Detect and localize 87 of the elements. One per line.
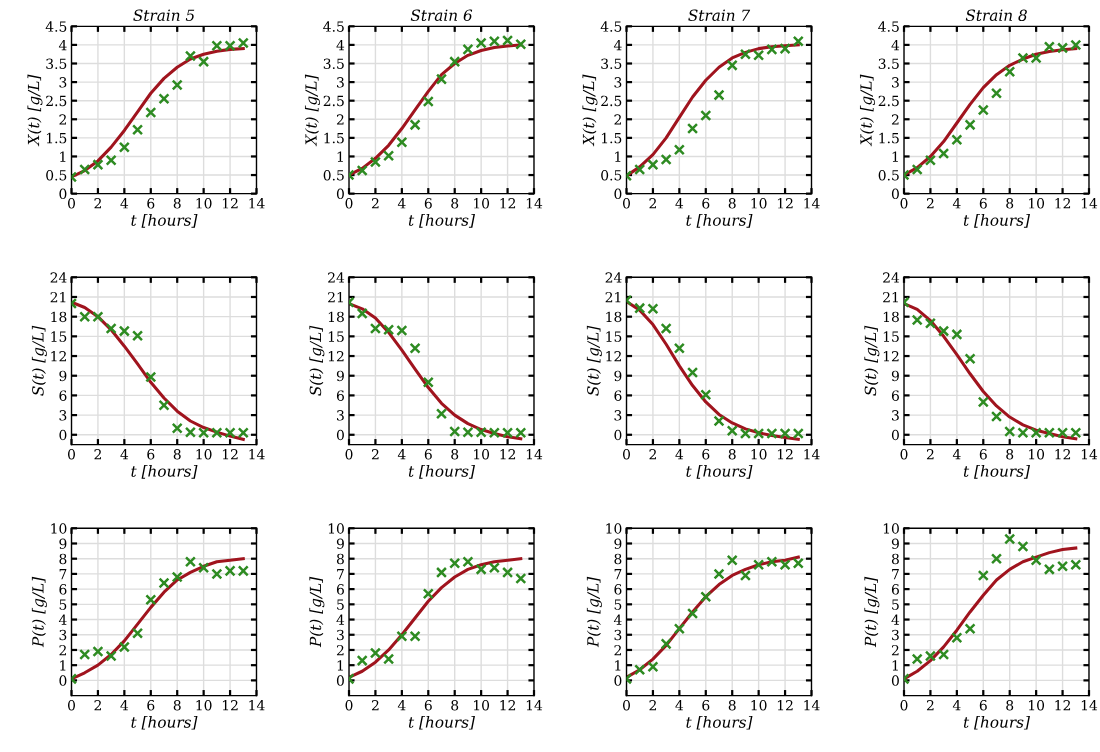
- point: [435, 73, 448, 85]
- point: [145, 106, 157, 119]
- point: [700, 591, 712, 603]
- point: [409, 119, 421, 131]
- point: [660, 322, 672, 335]
- point: [634, 163, 646, 176]
- point: [396, 136, 408, 148]
- point: [673, 623, 685, 635]
- point: [158, 577, 170, 589]
- point: [118, 641, 130, 653]
- line-series: [626, 43, 800, 178]
- point: [647, 159, 659, 171]
- point: [713, 415, 725, 427]
- point: [356, 307, 368, 320]
- line-series: [349, 302, 523, 441]
- point: [951, 632, 963, 644]
- line-series: [904, 302, 1078, 441]
- point: [158, 399, 170, 411]
- line-series: [904, 47, 1078, 177]
- point: [977, 104, 989, 116]
- point: [700, 109, 712, 122]
- point: [79, 163, 91, 176]
- point: [938, 147, 950, 160]
- point: [145, 371, 157, 383]
- point: [435, 566, 448, 579]
- point: [726, 59, 738, 71]
- point: [369, 156, 382, 168]
- line-series: [71, 557, 245, 681]
- point: [422, 95, 434, 108]
- point: [713, 568, 725, 580]
- point: [1017, 540, 1029, 553]
- point: [131, 124, 144, 136]
- point: [964, 353, 976, 365]
- point: [369, 647, 382, 659]
- point: [977, 569, 989, 582]
- point: [171, 571, 183, 583]
- point: [924, 154, 937, 166]
- point: [700, 389, 712, 401]
- line-series: [904, 546, 1078, 681]
- point: [686, 607, 699, 620]
- line-series: [626, 555, 800, 679]
- point: [686, 122, 699, 135]
- point: [118, 141, 130, 153]
- line-series: [626, 300, 800, 441]
- point: [673, 144, 685, 156]
- point: [449, 56, 461, 68]
- point: [977, 396, 989, 408]
- point: [1004, 533, 1016, 545]
- point: [198, 562, 210, 574]
- point: [911, 163, 923, 176]
- point: [660, 153, 672, 166]
- point: [686, 366, 699, 379]
- point: [356, 654, 368, 667]
- point: [713, 89, 725, 101]
- point: [383, 653, 395, 665]
- point: [356, 164, 368, 177]
- point: [435, 408, 448, 420]
- point: [171, 79, 183, 91]
- point: [964, 119, 976, 131]
- point: [383, 150, 395, 162]
- point: [990, 87, 1003, 99]
- point: [990, 410, 1003, 423]
- point: [964, 623, 976, 635]
- point: [792, 35, 804, 47]
- point: [422, 588, 434, 600]
- point: [1030, 554, 1042, 566]
- point: [951, 134, 963, 146]
- point: [198, 56, 210, 68]
- point: [158, 93, 170, 105]
- line-series: [349, 557, 523, 679]
- point: [990, 553, 1003, 565]
- point: [462, 43, 474, 56]
- point: [184, 50, 197, 62]
- point: [673, 342, 685, 354]
- point: [1004, 66, 1016, 78]
- point: [131, 627, 144, 639]
- point: [184, 556, 197, 568]
- line-series: [71, 47, 245, 179]
- point: [726, 554, 738, 566]
- point: [739, 569, 752, 582]
- point: [409, 342, 421, 354]
- point: [145, 594, 157, 606]
- point: [660, 638, 672, 650]
- line-series: [71, 300, 245, 441]
- line-series: [349, 43, 523, 177]
- point: [422, 376, 434, 388]
- point: [515, 572, 527, 585]
